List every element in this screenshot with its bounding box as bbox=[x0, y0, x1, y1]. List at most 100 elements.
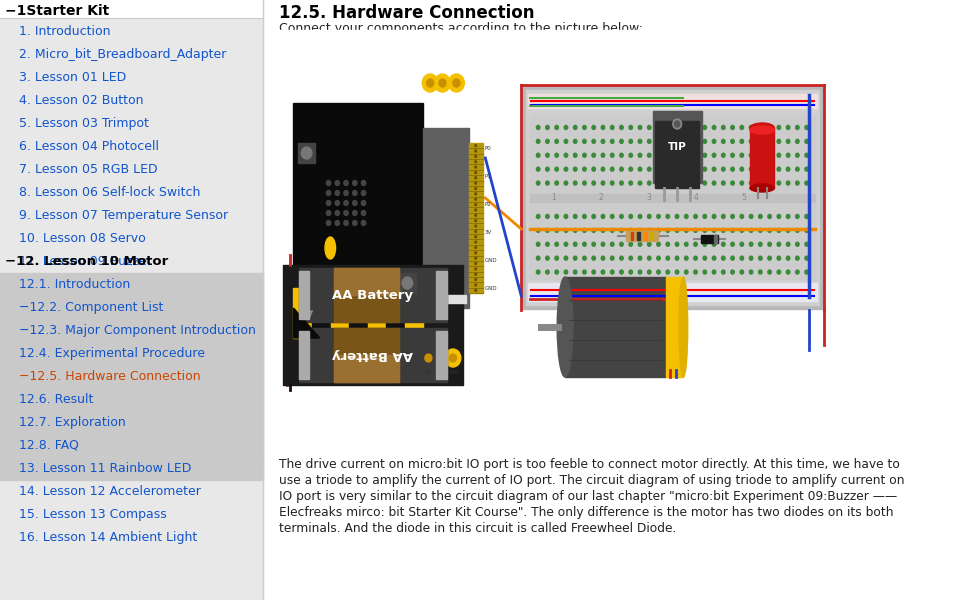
Circle shape bbox=[334, 220, 339, 226]
Circle shape bbox=[666, 181, 669, 185]
Circle shape bbox=[432, 349, 448, 367]
Circle shape bbox=[638, 181, 641, 185]
Circle shape bbox=[666, 167, 669, 171]
Bar bbox=[701, 235, 718, 243]
Circle shape bbox=[721, 181, 724, 185]
Circle shape bbox=[693, 153, 697, 157]
Text: P2: P2 bbox=[484, 202, 490, 206]
Circle shape bbox=[786, 270, 789, 274]
Circle shape bbox=[536, 229, 540, 232]
Circle shape bbox=[804, 270, 807, 274]
Bar bbox=[333, 268, 399, 295]
Circle shape bbox=[619, 139, 623, 143]
Circle shape bbox=[638, 153, 641, 157]
Circle shape bbox=[730, 256, 734, 260]
Circle shape bbox=[326, 191, 330, 196]
Circle shape bbox=[795, 256, 798, 260]
Circle shape bbox=[666, 256, 669, 260]
Circle shape bbox=[546, 153, 548, 157]
Circle shape bbox=[573, 139, 577, 143]
Circle shape bbox=[475, 284, 476, 286]
Text: AA Battery: AA Battery bbox=[331, 349, 413, 361]
Circle shape bbox=[326, 181, 330, 185]
Circle shape bbox=[573, 229, 577, 232]
Bar bbox=[528, 94, 816, 108]
Bar bbox=[665, 277, 682, 377]
Circle shape bbox=[684, 256, 687, 260]
Text: P1: P1 bbox=[484, 173, 490, 179]
Circle shape bbox=[619, 242, 623, 246]
Circle shape bbox=[353, 181, 357, 185]
Circle shape bbox=[610, 242, 613, 246]
Text: P0: P0 bbox=[484, 145, 490, 151]
Circle shape bbox=[666, 242, 669, 246]
Circle shape bbox=[437, 354, 444, 362]
Circle shape bbox=[628, 229, 632, 232]
Text: 3: 3 bbox=[645, 193, 650, 202]
Circle shape bbox=[601, 270, 604, 274]
Circle shape bbox=[564, 125, 567, 130]
Bar bbox=[404, 288, 422, 338]
Circle shape bbox=[475, 278, 476, 281]
Circle shape bbox=[711, 229, 715, 232]
Circle shape bbox=[591, 153, 595, 157]
Circle shape bbox=[656, 256, 660, 260]
Circle shape bbox=[326, 211, 330, 215]
Circle shape bbox=[758, 153, 762, 157]
Circle shape bbox=[795, 229, 798, 232]
Circle shape bbox=[475, 166, 476, 168]
Circle shape bbox=[749, 125, 752, 130]
Circle shape bbox=[693, 167, 697, 171]
Circle shape bbox=[684, 214, 687, 218]
Bar bbox=[436, 331, 447, 379]
Circle shape bbox=[475, 220, 476, 221]
Circle shape bbox=[564, 181, 567, 185]
Circle shape bbox=[546, 242, 548, 246]
Circle shape bbox=[610, 167, 613, 171]
Circle shape bbox=[475, 268, 476, 270]
Circle shape bbox=[666, 270, 669, 274]
Circle shape bbox=[638, 229, 641, 232]
Circle shape bbox=[647, 242, 650, 246]
Circle shape bbox=[582, 229, 585, 232]
Bar bbox=[749, 128, 773, 188]
Circle shape bbox=[786, 167, 789, 171]
Text: −12.2. Component List: −12.2. Component List bbox=[19, 301, 164, 314]
Circle shape bbox=[554, 229, 558, 232]
Circle shape bbox=[591, 125, 595, 130]
Circle shape bbox=[434, 74, 450, 92]
Text: 3. Lesson 01 LED: 3. Lesson 01 LED bbox=[19, 71, 126, 84]
Circle shape bbox=[684, 125, 687, 130]
Circle shape bbox=[361, 220, 365, 226]
Circle shape bbox=[591, 139, 595, 143]
Circle shape bbox=[343, 200, 348, 205]
Circle shape bbox=[475, 241, 476, 243]
Circle shape bbox=[536, 242, 540, 246]
Circle shape bbox=[475, 209, 476, 211]
Circle shape bbox=[767, 270, 770, 274]
Circle shape bbox=[438, 79, 446, 87]
Bar bbox=[297, 143, 315, 163]
Bar bbox=[630, 232, 633, 240]
Circle shape bbox=[601, 125, 604, 130]
Circle shape bbox=[776, 242, 780, 246]
Circle shape bbox=[475, 188, 476, 190]
Circle shape bbox=[786, 256, 789, 260]
Circle shape bbox=[628, 270, 632, 274]
Text: 14. Lesson 12 Accelerometer: 14. Lesson 12 Accelerometer bbox=[19, 485, 201, 498]
Circle shape bbox=[582, 125, 585, 130]
Circle shape bbox=[475, 198, 476, 200]
Circle shape bbox=[343, 220, 348, 226]
Circle shape bbox=[674, 181, 678, 185]
Text: 7. Lesson 05 RGB LED: 7. Lesson 05 RGB LED bbox=[19, 163, 158, 176]
Circle shape bbox=[703, 167, 705, 171]
Text: 10. Lesson 08 Servo: 10. Lesson 08 Servo bbox=[19, 232, 146, 245]
Circle shape bbox=[421, 349, 436, 367]
Circle shape bbox=[795, 181, 798, 185]
Circle shape bbox=[795, 125, 798, 130]
Circle shape bbox=[573, 181, 577, 185]
Circle shape bbox=[730, 167, 734, 171]
Circle shape bbox=[758, 214, 762, 218]
Ellipse shape bbox=[749, 184, 773, 192]
Circle shape bbox=[739, 153, 743, 157]
